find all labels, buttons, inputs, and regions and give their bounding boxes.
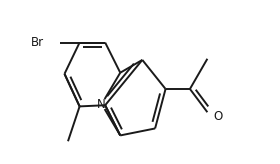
Text: O: O <box>213 110 222 123</box>
Text: N: N <box>97 98 106 111</box>
Text: Br: Br <box>31 36 44 49</box>
